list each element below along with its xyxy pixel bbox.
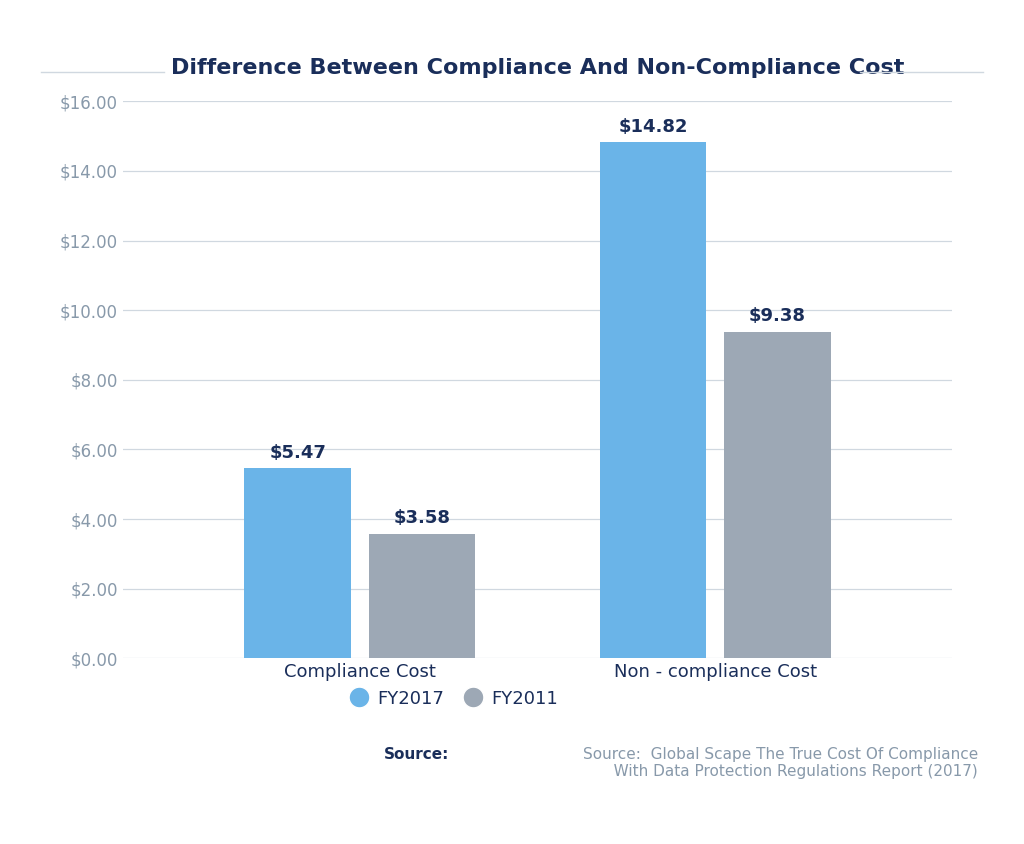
Text: Source:  Global Scape The True Cost Of Compliance
           With Data Protectio: Source: Global Scape The True Cost Of Co… bbox=[560, 747, 978, 779]
Bar bbox=[600, 143, 707, 658]
Bar bbox=[245, 468, 351, 658]
Legend: FY2017, FY2011: FY2017, FY2011 bbox=[346, 684, 563, 713]
Text: $9.38: $9.38 bbox=[749, 307, 806, 326]
Text: Source:: Source: bbox=[384, 747, 450, 762]
Bar bbox=[369, 533, 475, 658]
Text: $5.47: $5.47 bbox=[269, 444, 326, 462]
Title: Difference Between Compliance And Non-Compliance Cost: Difference Between Compliance And Non-Co… bbox=[171, 57, 904, 78]
Bar bbox=[724, 332, 830, 658]
Text: $3.58: $3.58 bbox=[393, 510, 451, 528]
Text: $14.82: $14.82 bbox=[618, 118, 688, 136]
